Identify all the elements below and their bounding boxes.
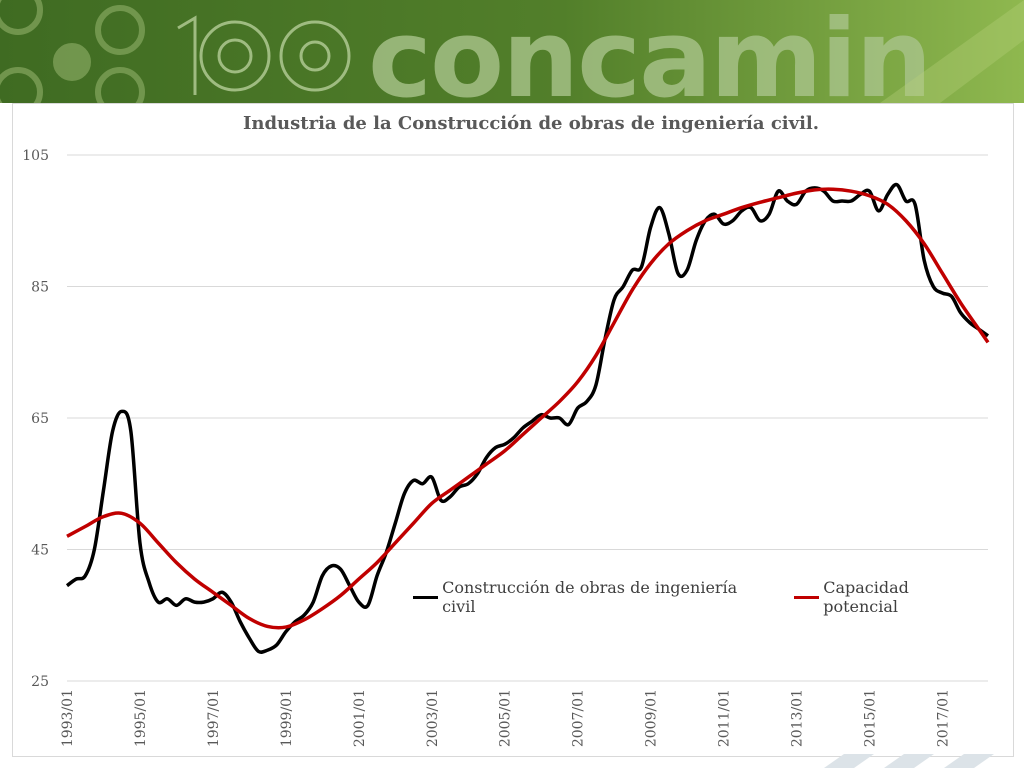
chart-frame: 105 85 65 45 25 1993/01 1995/01 1997/01 1999/01… bbox=[12, 103, 1014, 757]
legend-item-potential: Capacidad potencial bbox=[794, 578, 983, 616]
chart-title: Industria de la Construcción de obras de… bbox=[242, 113, 820, 134]
x-axis-ticks: 1993/01 1995/01 1997/01 1999/01 2001/01 2003/… bbox=[60, 689, 951, 747]
footer-decoration bbox=[824, 754, 994, 768]
series-lines bbox=[65, 182, 990, 654]
x-tick-label: 2015/01 bbox=[862, 689, 878, 747]
x-tick-label: 2011/01 bbox=[717, 689, 733, 747]
y-tick-label: 65 bbox=[31, 411, 49, 427]
gridlines bbox=[67, 154, 988, 682]
concamin-banner-graphic: concamin bbox=[0, 0, 1024, 103]
y-tick-label: 45 bbox=[31, 543, 49, 559]
x-tick-label: 2013/01 bbox=[790, 689, 806, 747]
brand-wordmark: concamin bbox=[368, 0, 930, 103]
legend-item-actual: Construcción de obras de ingeniería civi… bbox=[413, 578, 764, 616]
x-tick-label: 1999/01 bbox=[279, 689, 295, 747]
x-tick-label: 1993/01 bbox=[60, 689, 76, 747]
centenary-logo-icon bbox=[177, 15, 351, 95]
x-tick-label: 2017/01 bbox=[935, 689, 951, 747]
series-line-potential bbox=[66, 187, 990, 630]
legend-label-potential: Capacidad potencial bbox=[823, 578, 909, 616]
line-chart: 105 85 65 45 25 1993/01 1995/01 1997/01 1999/01… bbox=[22, 148, 990, 747]
header-banner: concamin bbox=[0, 0, 1024, 103]
legend-swatch-red bbox=[794, 595, 820, 599]
series-line-actual bbox=[65, 182, 990, 654]
x-tick-label: 2003/01 bbox=[425, 689, 441, 747]
y-tick-label: 85 bbox=[31, 280, 49, 296]
legend-label-actual: Construcción de obras de ingeniería civi… bbox=[442, 578, 738, 616]
y-tick-label: 25 bbox=[31, 674, 49, 690]
y-tick-label: 105 bbox=[22, 148, 49, 164]
x-tick-label: 2005/01 bbox=[498, 689, 514, 747]
x-tick-label: 2007/01 bbox=[571, 689, 587, 747]
x-tick-label: 1995/01 bbox=[133, 689, 149, 747]
x-tick-label: 1997/01 bbox=[206, 689, 222, 747]
gear-pattern-icon bbox=[0, 0, 145, 103]
y-axis-ticks: 105 85 65 45 25 bbox=[22, 148, 49, 690]
x-tick-label: 2009/01 bbox=[644, 689, 660, 747]
legend-swatch-black bbox=[413, 595, 439, 599]
chart-legend: Construcción de obras de ingeniería civi… bbox=[413, 578, 1013, 616]
x-tick-label: 2001/01 bbox=[352, 689, 368, 747]
